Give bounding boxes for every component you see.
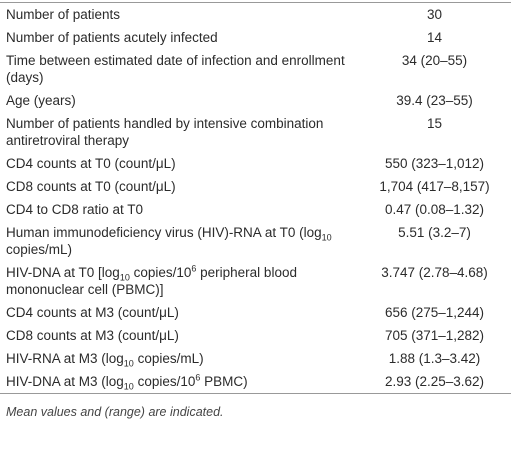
row-value: 656 (275–1,244) (384, 305, 485, 320)
label-text: PBMC) (200, 374, 248, 389)
label-text: Time between estimated date of infection… (6, 53, 345, 85)
label-text: copies/mL) (6, 242, 73, 257)
characteristics-table: Number of patients 30 Number of patients a… (0, 2, 511, 394)
row-label: HIV-DNA at M3 (log10 copies/106 PBMC) (0, 370, 358, 394)
row-value: 39.4 (23–55) (396, 93, 473, 108)
row-value: 30 (426, 7, 443, 22)
row-value: 14 (426, 30, 443, 45)
table-row: CD8 counts at T0 (count/μL) 1,704 (417–8,… (0, 175, 511, 198)
label-text: Age (years) (6, 93, 76, 108)
row-value: 5.51 (3.2–7) (398, 225, 471, 240)
row-label: Number of patients acutely infected (0, 26, 358, 49)
label-text: CD4 to CD8 ratio at T0 (6, 202, 144, 217)
row-value: 15 (426, 116, 443, 131)
row-label: CD8 counts at M3 (count/μL) (0, 324, 358, 347)
label-text: CD8 counts at T0 (count/μL) (6, 179, 176, 194)
label-text: HIV-RNA at M3 (log (6, 351, 124, 366)
row-value: 550 (323–1,012) (384, 156, 485, 171)
row-label: CD4 counts at M3 (count/μL) (0, 301, 358, 324)
row-label: HIV-DNA at T0 [log10 copies/106 peripher… (0, 261, 358, 301)
row-value: 1,704 (417–8,157) (379, 179, 490, 194)
label-text: CD4 counts at M3 (count/μL) (6, 305, 179, 320)
table-row: Human immunodeficiency virus (HIV)-RNA a… (0, 221, 511, 261)
subscript: 10 (123, 381, 134, 392)
row-label: Time between estimated date of infection… (0, 49, 358, 89)
row-value: 2.93 (2.25–3.62) (384, 374, 485, 389)
superscript: 6 (195, 372, 201, 383)
table-wrap: Number of patients 30 Number of patients a… (0, 2, 511, 419)
subscript: 10 (123, 358, 134, 369)
label-text: HIV-DNA at T0 [log (6, 265, 120, 280)
row-label: HIV-RNA at M3 (log10 copies/mL) (0, 347, 358, 370)
table-row: Number of patients acutely infected 14 (0, 26, 511, 49)
subscript: 10 (119, 272, 130, 283)
table-row: CD4 to CD8 ratio at T0 0.47 (0.08–1.32) (0, 198, 511, 221)
table-row: HIV-RNA at M3 (log10 copies/mL) 1.88 (1.3… (0, 347, 511, 370)
row-value: 34 (20–55) (401, 53, 468, 68)
label-text: Human immunodeficiency virus (HIV)-RNA a… (6, 225, 322, 240)
label-text: CD8 counts at M3 (count/μL) (6, 328, 179, 343)
label-text: peripheral blood mononuclear cell (PBMC)… (6, 265, 297, 297)
footnote: Mean values and (range) are indicated. (6, 405, 224, 419)
subscript: 10 (321, 232, 332, 243)
table-row: Number of patients handled by intensive … (0, 112, 511, 152)
table-row: Age (years) 39.4 (23–55) (0, 89, 511, 112)
row-value: 0.47 (0.08–1.32) (384, 202, 485, 217)
table-row: Number of patients 30 (0, 3, 511, 27)
label-text: copies/mL) (133, 351, 204, 366)
label-text: copies/10 (133, 374, 196, 389)
row-label: Age (years) (0, 89, 358, 112)
row-label: CD8 counts at T0 (count/μL) (0, 175, 358, 198)
row-label: Human immunodeficiency virus (HIV)-RNA a… (0, 221, 358, 261)
row-value: 1.88 (1.3–3.42) (388, 351, 481, 366)
label-text: Number of patients handled by intensive … (6, 116, 324, 148)
label-text: Number of patients acutely infected (6, 30, 218, 45)
label-text: CD4 counts at T0 (count/μL) (6, 156, 176, 171)
table-row: CD4 counts at M3 (count/μL) 656 (275–1,24… (0, 301, 511, 324)
row-label: CD4 to CD8 ratio at T0 (0, 198, 358, 221)
row-value: 705 (371–1,282) (384, 328, 485, 343)
label-text: Number of patients (6, 7, 121, 22)
row-label: CD4 counts at T0 (count/μL) (0, 152, 358, 175)
table-row: Time between estimated date of infection… (0, 49, 511, 89)
table-row: HIV-DNA at T0 [log10 copies/106 peripher… (0, 261, 511, 301)
table-row: HIV-DNA at M3 (log10 copies/106 PBMC) 2.9… (0, 370, 511, 394)
superscript: 6 (191, 263, 197, 274)
row-label: Number of patients (0, 3, 358, 27)
label-text: HIV-DNA at M3 (log (6, 374, 124, 389)
table-row: CD8 counts at M3 (count/μL) 705 (371–1,28… (0, 324, 511, 347)
label-text: copies/10 (129, 265, 192, 280)
row-value: 3.747 (2.78–4.68) (381, 265, 488, 280)
row-label: Number of patients handled by intensive … (0, 112, 358, 152)
table-row: CD4 counts at T0 (count/μL) 550 (323–1,01… (0, 152, 511, 175)
